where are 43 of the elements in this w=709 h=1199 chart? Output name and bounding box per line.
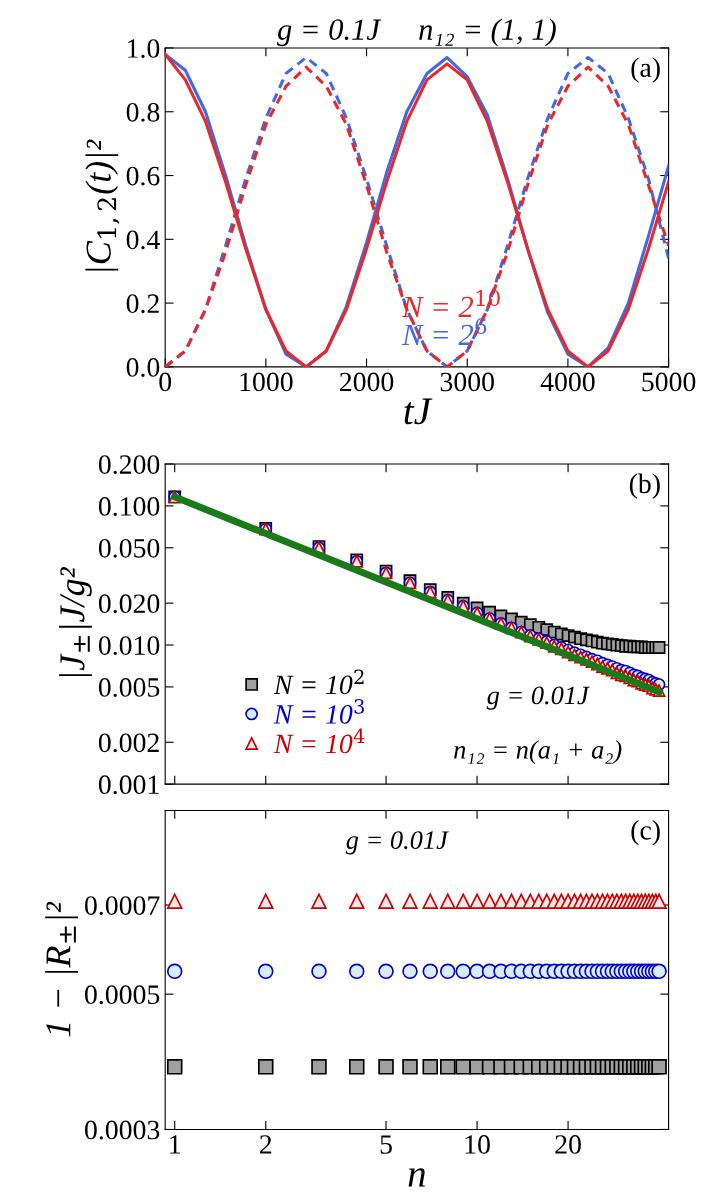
y-tick-label: 0.002	[98, 733, 159, 753]
x-tick-label: 2	[260, 1135, 272, 1154]
x-tick-label: 20	[555, 1135, 581, 1154]
x-tick-label: 5	[380, 1135, 392, 1154]
y-tick-label: 0.050	[98, 538, 160, 558]
x-tick-label: 5000	[642, 372, 696, 392]
x-tick-label: 10	[465, 1135, 490, 1154]
y-tick-label: 0.4	[126, 230, 160, 250]
legend-label: N = 10$^{4}$	[273, 728, 365, 754]
legend-label: N = 10$^{3}$	[273, 698, 364, 724]
y-tick-label: 0.0005	[85, 985, 160, 1005]
y-tick-label: 0.020	[98, 594, 160, 614]
y-tick-label: 0.010	[98, 636, 160, 656]
y-tick-label: 0.200	[98, 455, 160, 475]
x-tick-label: 2000	[339, 372, 394, 392]
y-tick-label: 0.100	[98, 497, 160, 516]
x-tick-label: 3000	[440, 372, 494, 392]
y-tick-label: 0.001	[98, 775, 159, 795]
x-tick-label: 1000	[240, 372, 293, 392]
x-axis-title: tJ	[404, 398, 433, 425]
y-tick-label: 0.0	[126, 358, 160, 377]
annotation: g = 0.01J	[486, 686, 590, 710]
y-tick-label: 0.0007	[85, 896, 160, 916]
y-axis-title: |J$_{±}$|J/g²	[59, 567, 92, 677]
y-tick-label: 0.8	[126, 102, 160, 122]
annotation: (c)	[631, 820, 660, 846]
y-axis-title: 1 − |R$_{±}$|²	[45, 901, 79, 1037]
annotation: (a)	[631, 57, 660, 83]
legend-label: N = 10$^{2}$	[273, 669, 364, 695]
y-tick-label: 1.0	[128, 39, 160, 58]
y-axis-title: |C$_{1,2}$(t)|²	[85, 139, 120, 271]
annotation: g = 0.01J	[345, 831, 449, 855]
y-tick-label: 0.0003	[85, 1120, 160, 1140]
y-tick-label: 0.6	[126, 166, 160, 186]
x-tick-label: 0	[159, 372, 172, 392]
annotation: (b)	[629, 473, 660, 499]
annotation: n₁₂ = n(a₁ + a₂)	[454, 740, 622, 765]
y-tick-label: 0.2	[126, 294, 159, 314]
y-tick-label: 0.005	[98, 678, 160, 697]
chart-title: g = 0.1J n₁₂ = (1, 1)	[277, 18, 556, 47]
x-tick-label: 4000	[540, 372, 595, 392]
x-tick-label: 1	[170, 1135, 180, 1154]
x-axis-title: n	[408, 1168, 425, 1187]
